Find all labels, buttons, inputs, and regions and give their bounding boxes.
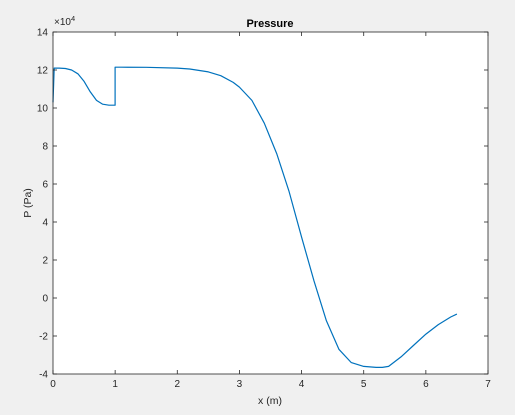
- y-exponent-label: ×104: [54, 14, 75, 28]
- x-tick-label: 5: [361, 379, 367, 390]
- pressure-line: [52, 66, 458, 368]
- y-tick-label: 12: [37, 66, 49, 77]
- y-tick-label: 0: [42, 294, 48, 305]
- exponent-power: 4: [71, 14, 75, 23]
- x-axis-label: x (m): [258, 395, 282, 407]
- exponent-base: ×10: [54, 17, 71, 28]
- y-tick-label: 6: [42, 180, 48, 191]
- y-axis-label: P (Pa): [22, 188, 34, 218]
- y-tick-label: -4: [39, 370, 48, 381]
- y-axis-ticks: -4 -2 0 2 4 6 8 10 12 14: [37, 28, 488, 381]
- chart-title: Pressure: [246, 18, 293, 30]
- y-tick-label: 8: [42, 142, 48, 153]
- y-tick-label: 4: [42, 218, 48, 229]
- x-tick-label: 0: [50, 379, 56, 390]
- x-axis-ticks: 0 1 2 3 4 5 6 7: [50, 32, 491, 390]
- y-tick-label: 10: [37, 104, 49, 115]
- y-tick-label: 14: [37, 28, 49, 39]
- axes-frame: [52, 31, 489, 375]
- y-tick-label: 2: [42, 256, 48, 267]
- x-tick-label: 1: [112, 379, 118, 390]
- axes-background: [53, 32, 488, 374]
- x-tick-label: 6: [423, 379, 429, 390]
- x-tick-label: 7: [485, 379, 491, 390]
- x-tick-label: 2: [175, 379, 181, 390]
- series-layer: [52, 66, 458, 368]
- y-tick-label: -2: [39, 332, 48, 343]
- x-tick-label: 4: [299, 379, 305, 390]
- x-tick-label: 3: [237, 379, 243, 390]
